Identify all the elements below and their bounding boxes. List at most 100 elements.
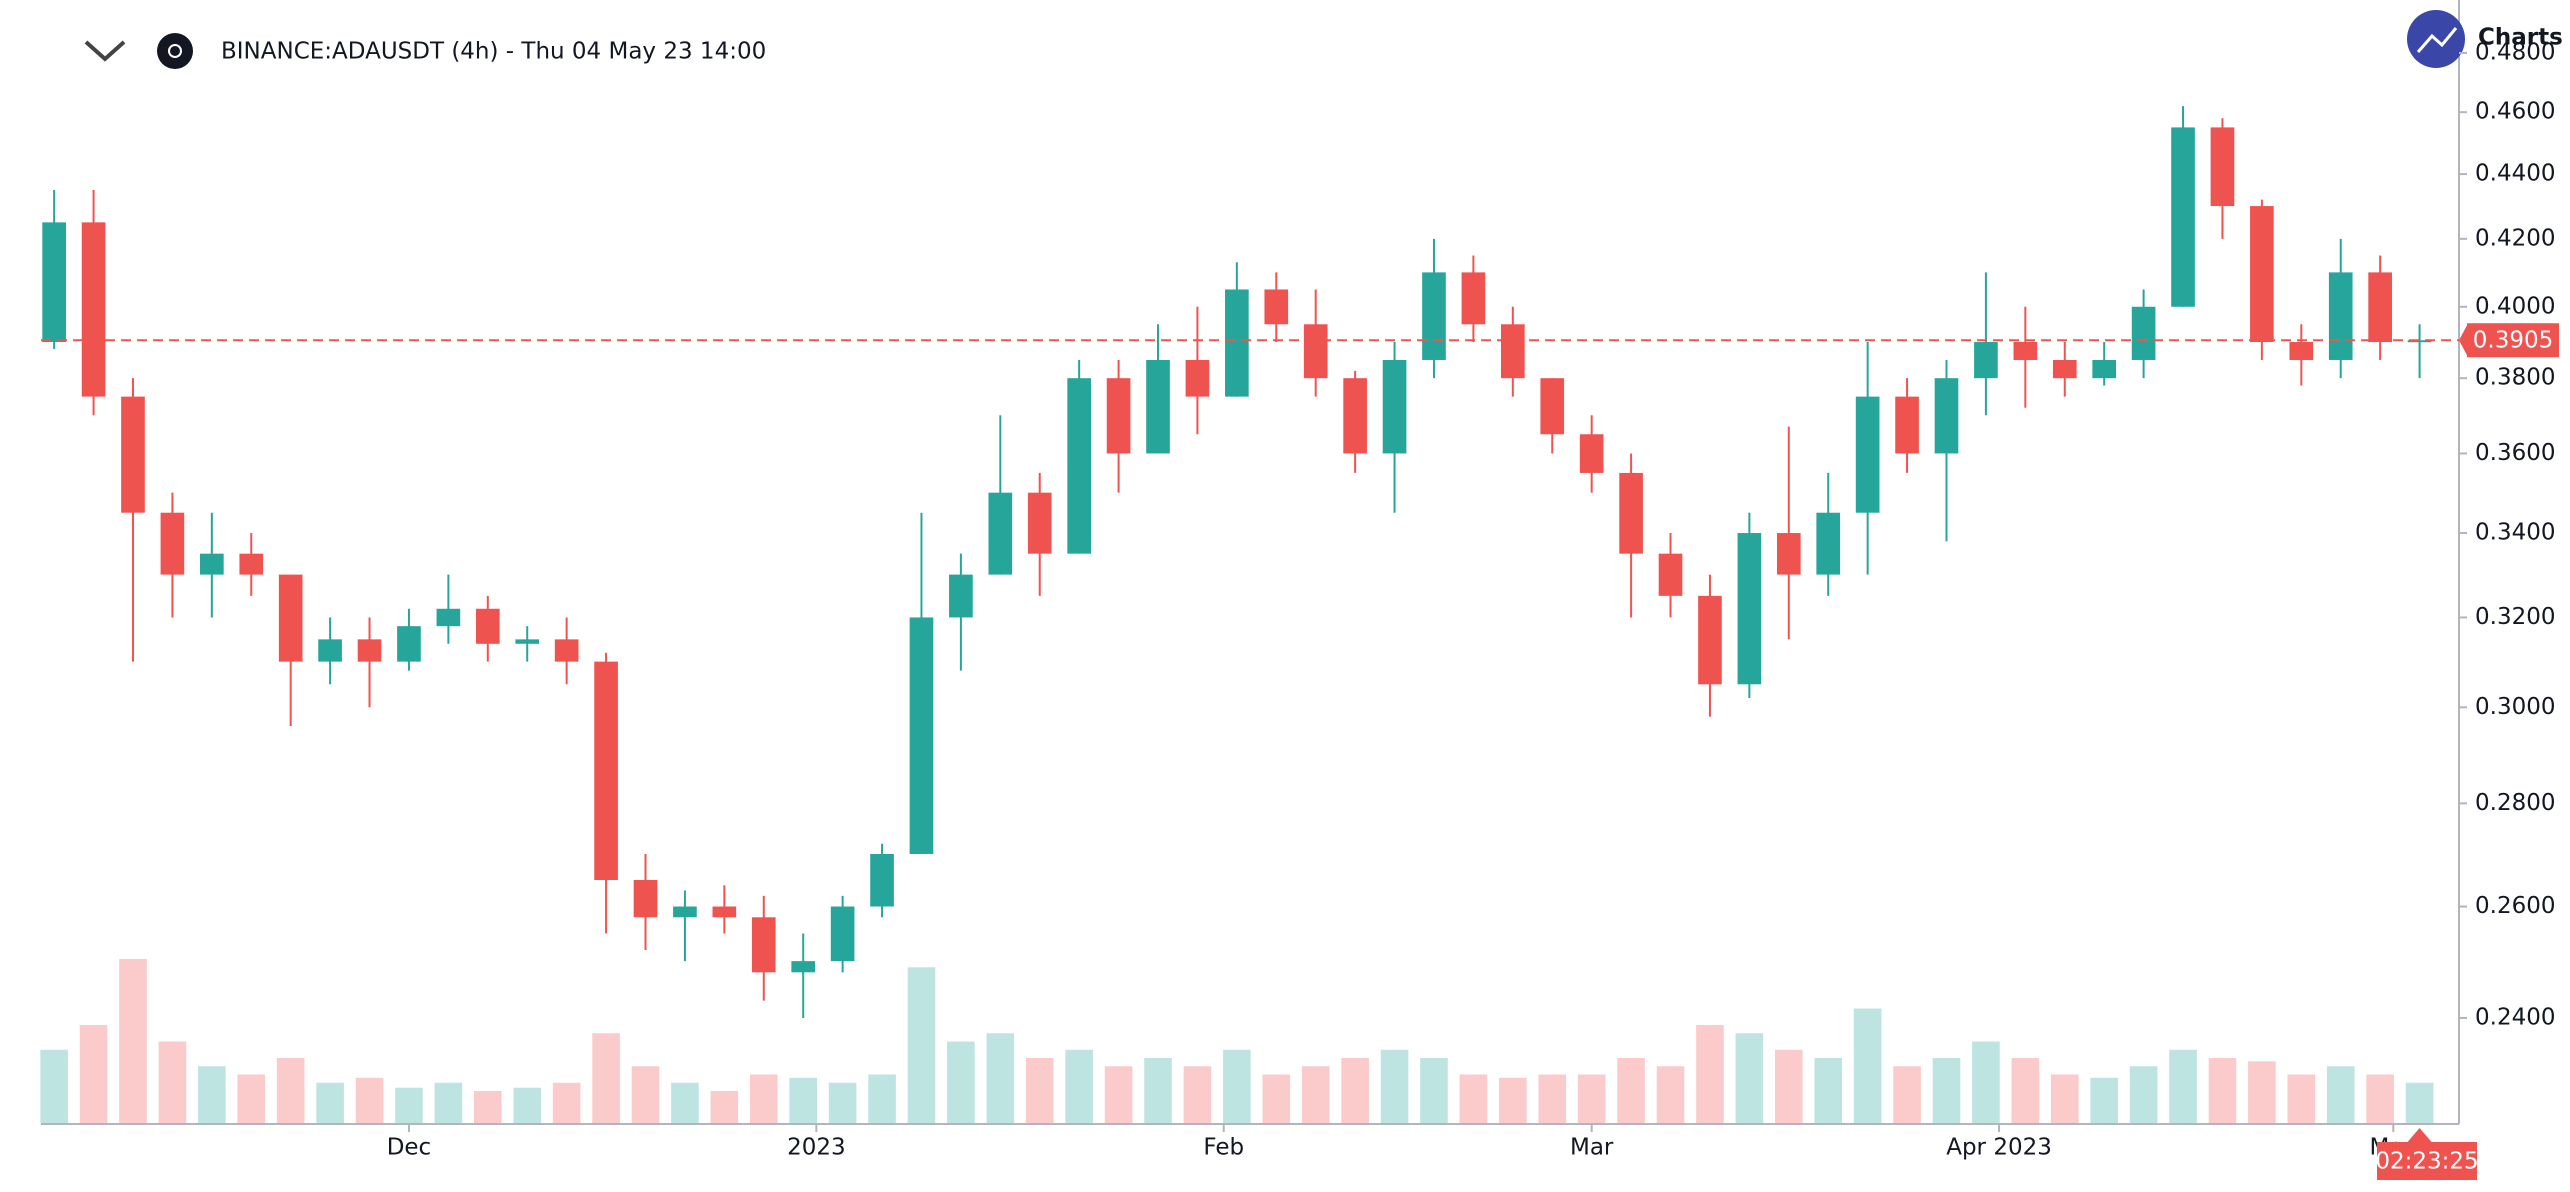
y-tick-label: 0.4800: [2475, 39, 2555, 65]
volume-bar: [947, 1041, 975, 1124]
volume-bar: [2129, 1066, 2158, 1124]
volume-bar: [1577, 1074, 1606, 1124]
y-tick-label: 0.3000: [2475, 694, 2555, 720]
candle-body: [2407, 340, 2432, 343]
candle-body: [1146, 359, 1170, 454]
candle-body: [1225, 289, 1249, 397]
candle-body: [357, 639, 382, 662]
last-price-box: [2467, 323, 2559, 358]
candle-body: [42, 222, 66, 343]
symbol-icon: [157, 33, 193, 69]
volume-bar: [907, 967, 936, 1124]
candle-body: [1382, 359, 1407, 454]
volume-bar: [1025, 1058, 1054, 1124]
volume-bar: [1538, 1074, 1567, 1124]
x-tick-label: 2023: [787, 1135, 846, 1161]
volume-bar: [1459, 1074, 1488, 1124]
y-tick-label: 0.3200: [2475, 604, 2555, 630]
logo-glyph: [2416, 27, 2458, 53]
candle-body: [2250, 206, 2274, 343]
candle-body: [1540, 378, 1565, 435]
candle-body: [1934, 378, 1959, 454]
candle-body: [1264, 289, 1289, 325]
candle-body: [1343, 378, 1367, 454]
volume-bar: [1341, 1058, 1369, 1124]
candle-body: [2092, 359, 2117, 379]
candle-body: [2013, 342, 2038, 360]
candle-body: [633, 880, 658, 918]
candle-body: [673, 906, 697, 918]
volume-bar: [474, 1091, 502, 1124]
candle-body: [1698, 595, 1722, 685]
candle-body: [830, 906, 855, 962]
candle-body: [1619, 472, 1643, 554]
candle-body: [1579, 434, 1604, 473]
volume-bar: [2287, 1074, 2316, 1124]
candle-body: [1776, 533, 1801, 575]
y-tick-label: 0.3600: [2475, 440, 2555, 466]
volume-bar: [631, 1066, 660, 1124]
volume-bar: [592, 1033, 620, 1124]
volume-bar: [1617, 1058, 1645, 1124]
candle-body: [791, 961, 816, 973]
x-tick-label: Mar: [1570, 1135, 1614, 1161]
candle-body: [160, 512, 185, 575]
candle-body: [2052, 359, 2077, 379]
volume-bar: [1972, 1041, 2000, 1124]
candle-body: [1855, 396, 1880, 513]
y-tick-label: 0.4600: [2475, 99, 2555, 125]
volume-bar: [355, 1077, 384, 1124]
volume-bar: [276, 1058, 305, 1124]
y-tick-label: 0.4400: [2475, 161, 2555, 187]
candle-body: [318, 639, 342, 662]
last-price-pointer: [2459, 325, 2467, 356]
collapse-chevron[interactable]: [84, 40, 126, 62]
candle-body: [2368, 272, 2392, 343]
volume-bar: [749, 1074, 778, 1124]
volume-bar: [1223, 1049, 1251, 1124]
candle-body: [988, 492, 1013, 575]
candle-body: [1422, 272, 1446, 360]
candle-body: [2131, 306, 2156, 360]
candle-body: [594, 661, 618, 881]
candle-body: [1461, 272, 1486, 325]
candle-body: [554, 639, 579, 662]
volume-bar: [1656, 1066, 1685, 1124]
candle-body: [1067, 378, 1091, 554]
y-tick-label: 0.2800: [2475, 790, 2555, 816]
volume-bar: [1774, 1049, 1803, 1124]
volume-bar: [671, 1082, 699, 1124]
volume-bar: [434, 1082, 463, 1124]
candle-body: [1658, 553, 1683, 596]
candle-body: [2171, 127, 2195, 307]
x-tick-label: Apr 2023: [1946, 1135, 2052, 1161]
volume-bar: [1144, 1058, 1172, 1124]
candle-body: [1500, 324, 1525, 379]
logo-text[interactable]: Charts: [2478, 25, 2563, 51]
x-tick-label: Dec: [387, 1135, 432, 1161]
candle-body: [949, 574, 973, 618]
volume-bar: [1065, 1049, 1093, 1124]
volume-bar: [2326, 1066, 2355, 1124]
volume-bar: [2208, 1058, 2237, 1124]
volume-bar: [198, 1066, 226, 1124]
candle-body: [515, 639, 540, 644]
candle-body: [436, 608, 461, 627]
logo[interactable]: Charts: [2407, 10, 2563, 68]
candle-body: [870, 853, 894, 907]
candle-body: [475, 608, 500, 644]
candle-body: [239, 553, 264, 575]
candle-body: [712, 906, 737, 918]
candle-body: [1303, 324, 1328, 379]
y-tick-label: 0.4200: [2475, 225, 2555, 251]
volume-bar: [2248, 1061, 2276, 1124]
volume-bar: [1183, 1066, 1212, 1124]
volume-bar: [1932, 1058, 1961, 1124]
volume-bar: [1380, 1049, 1409, 1124]
volume-bar: [1104, 1066, 1133, 1124]
volume-bar: [710, 1091, 739, 1124]
candle-body: [2210, 127, 2235, 207]
volume-bar: [2405, 1082, 2434, 1124]
candle-body: [1974, 342, 1998, 379]
